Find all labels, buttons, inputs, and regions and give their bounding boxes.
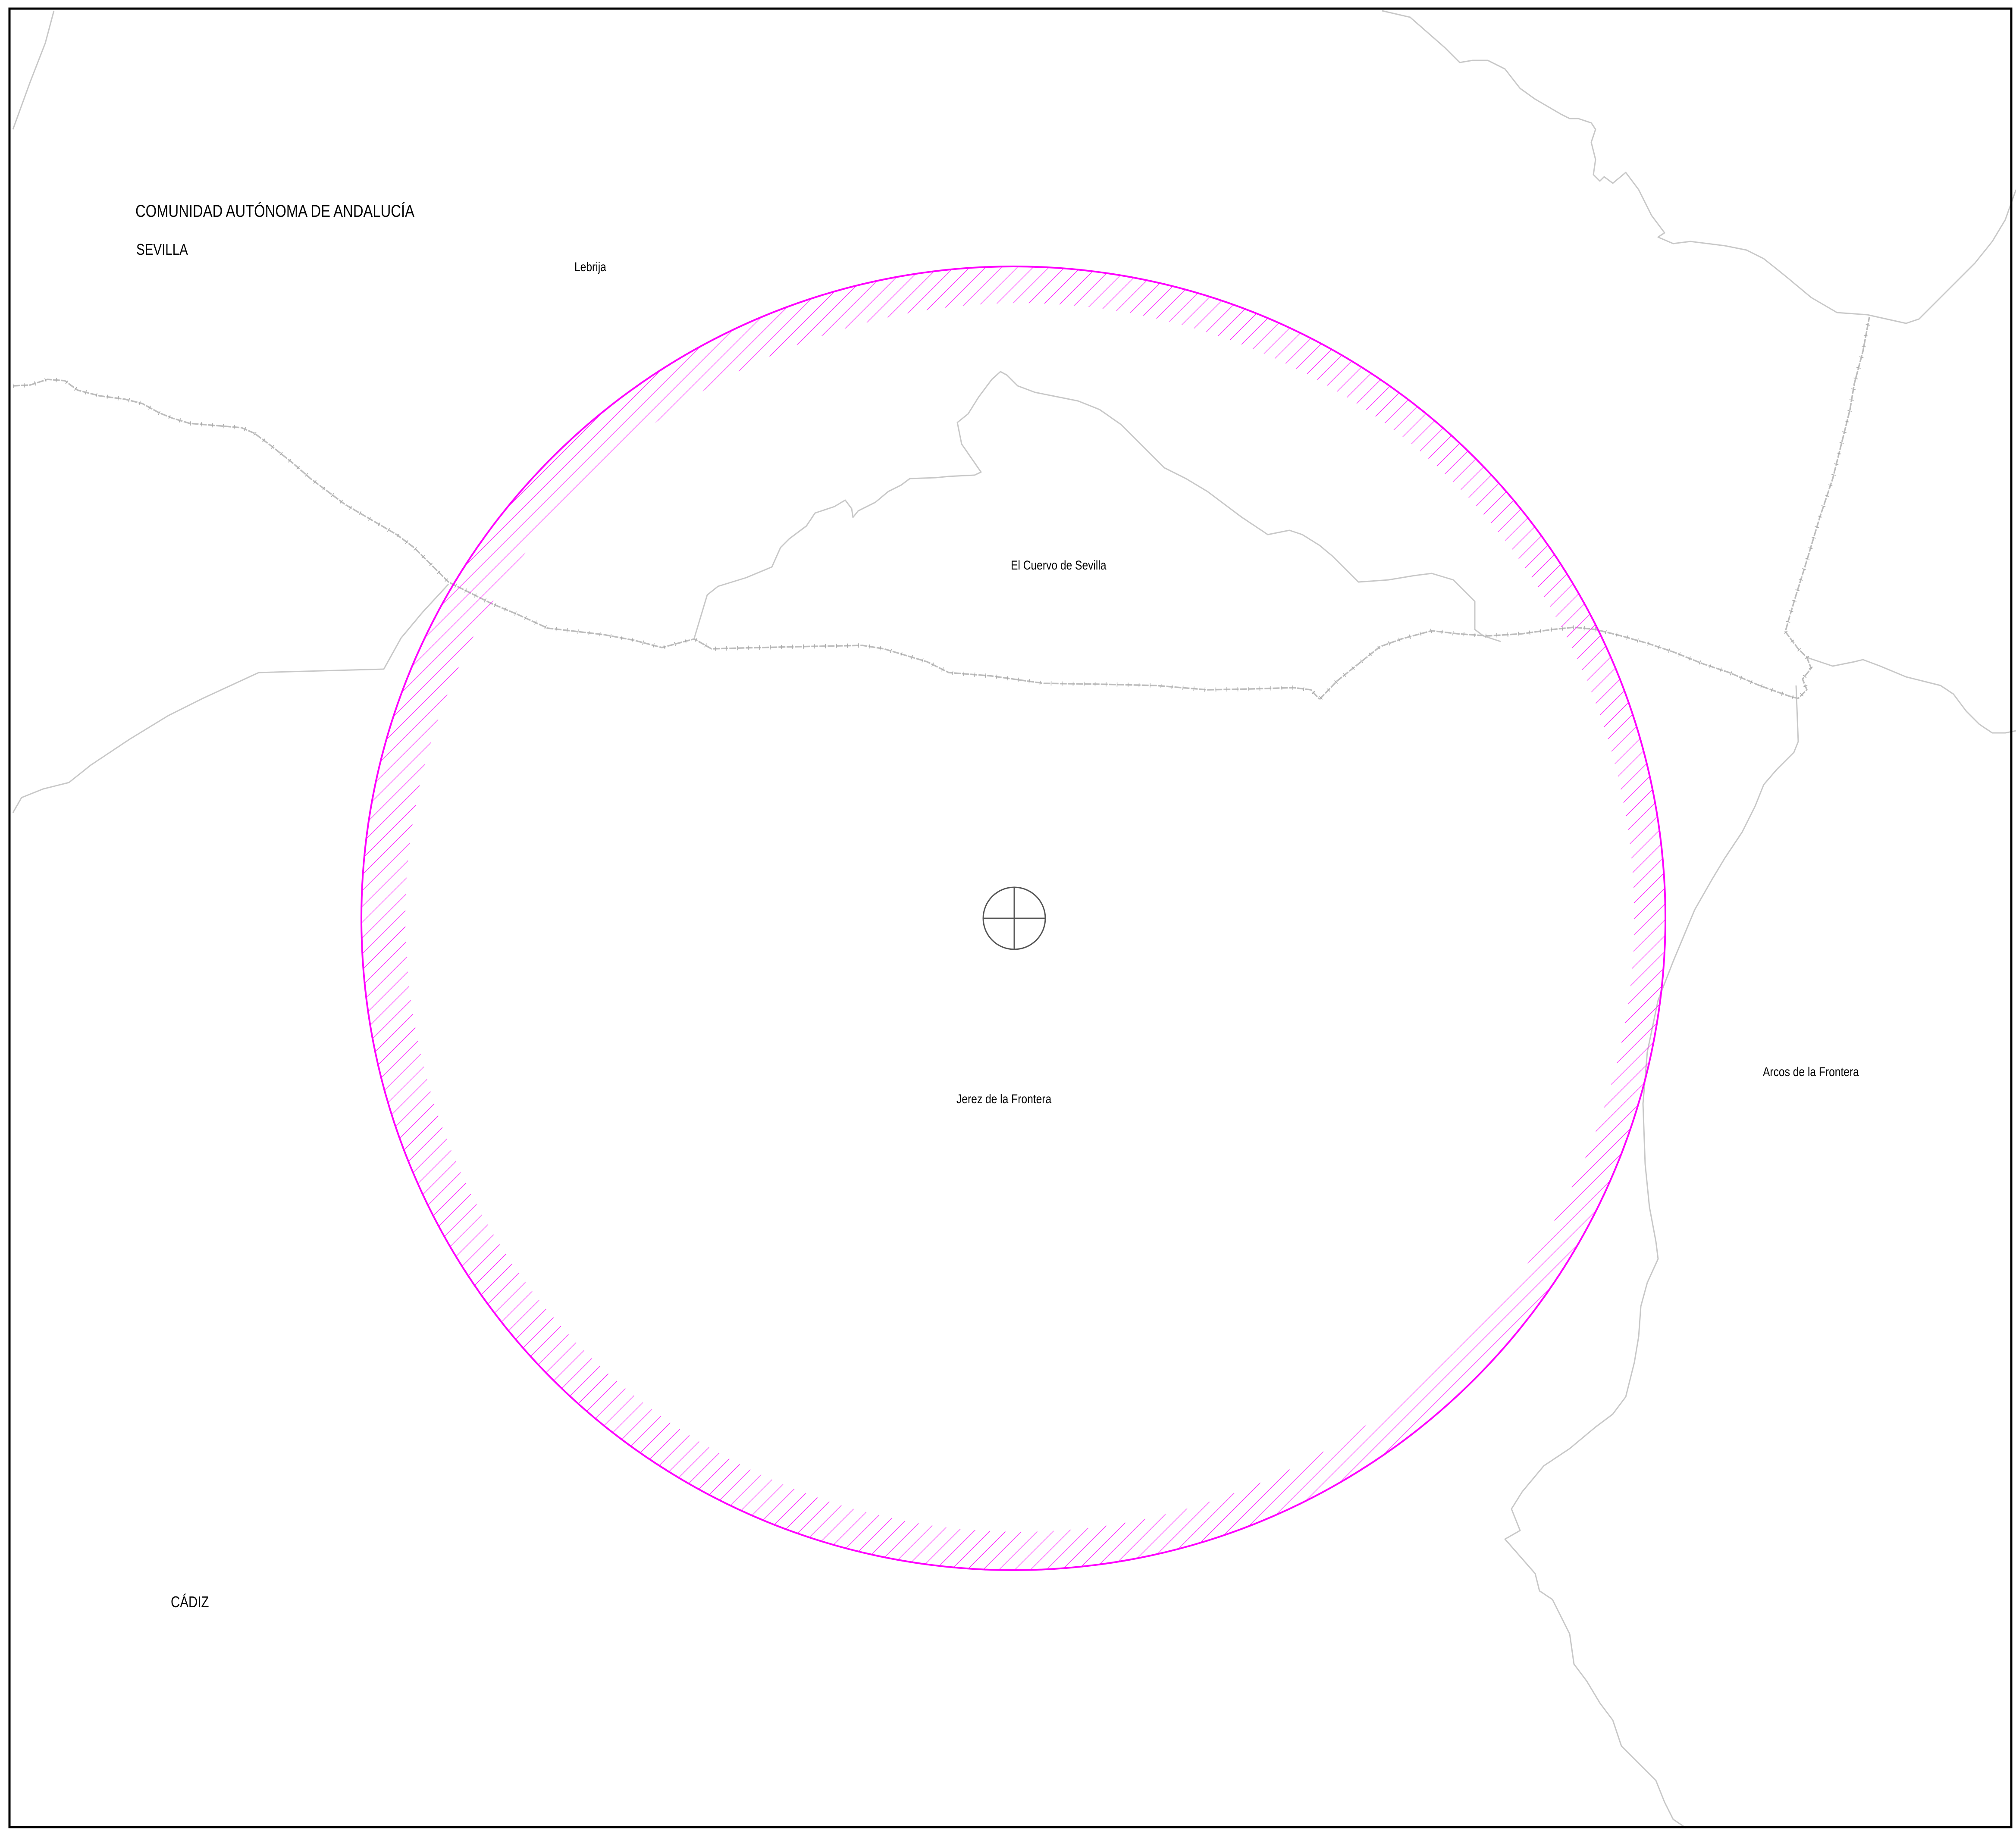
map-frame xyxy=(8,7,2013,1828)
crosshair-circle-icon xyxy=(982,886,1046,950)
region-label: COMUNIDAD AUTÓNOMA DE ANDALUCÍA xyxy=(135,202,414,221)
buffer-ring-outline xyxy=(361,266,1666,1571)
town-label-el-cuervo: El Cuervo de Sevilla xyxy=(1011,558,1107,573)
province-label-sevilla: SEVILLA xyxy=(136,241,188,258)
town-label-lebrija: Lebrija xyxy=(574,260,606,274)
province-label-cadiz: CÁDIZ xyxy=(171,1593,209,1611)
town-label-jerez: Jerez de la Frontera xyxy=(956,1092,1052,1106)
town-label-arcos: Arcos de la Frontera xyxy=(1763,1065,1859,1079)
